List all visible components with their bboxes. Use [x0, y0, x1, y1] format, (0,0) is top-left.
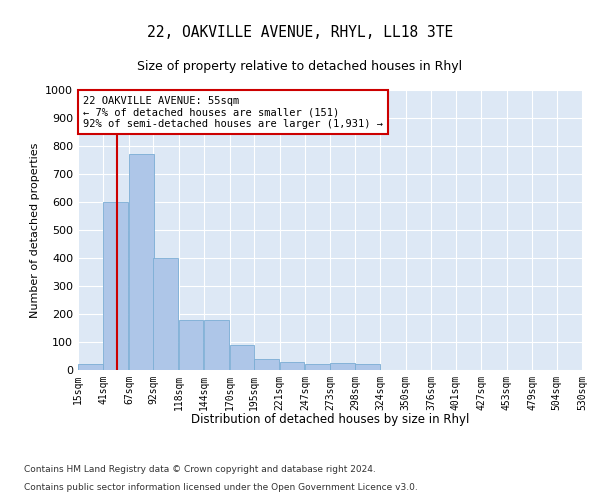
Bar: [305, 364, 330, 370]
Bar: [78, 364, 103, 370]
Bar: [355, 364, 380, 370]
Text: Contains HM Land Registry data © Crown copyright and database right 2024.: Contains HM Land Registry data © Crown c…: [24, 465, 376, 474]
Bar: [280, 362, 304, 370]
Text: Distribution of detached houses by size in Rhyl: Distribution of detached houses by size …: [191, 412, 469, 426]
Text: Contains public sector information licensed under the Open Government Licence v3: Contains public sector information licen…: [24, 482, 418, 492]
Bar: [204, 320, 229, 370]
Text: Size of property relative to detached houses in Rhyl: Size of property relative to detached ho…: [137, 60, 463, 73]
Text: 22 OAKVILLE AVENUE: 55sqm
← 7% of detached houses are smaller (151)
92% of semi-: 22 OAKVILLE AVENUE: 55sqm ← 7% of detach…: [83, 96, 383, 129]
Bar: [103, 202, 128, 370]
Y-axis label: Number of detached properties: Number of detached properties: [29, 142, 40, 318]
Bar: [331, 363, 355, 370]
Bar: [230, 345, 254, 370]
Text: 22, OAKVILLE AVENUE, RHYL, LL18 3TE: 22, OAKVILLE AVENUE, RHYL, LL18 3TE: [147, 25, 453, 40]
Bar: [154, 258, 178, 370]
Bar: [254, 359, 279, 370]
Bar: [129, 154, 154, 370]
Bar: [179, 320, 203, 370]
